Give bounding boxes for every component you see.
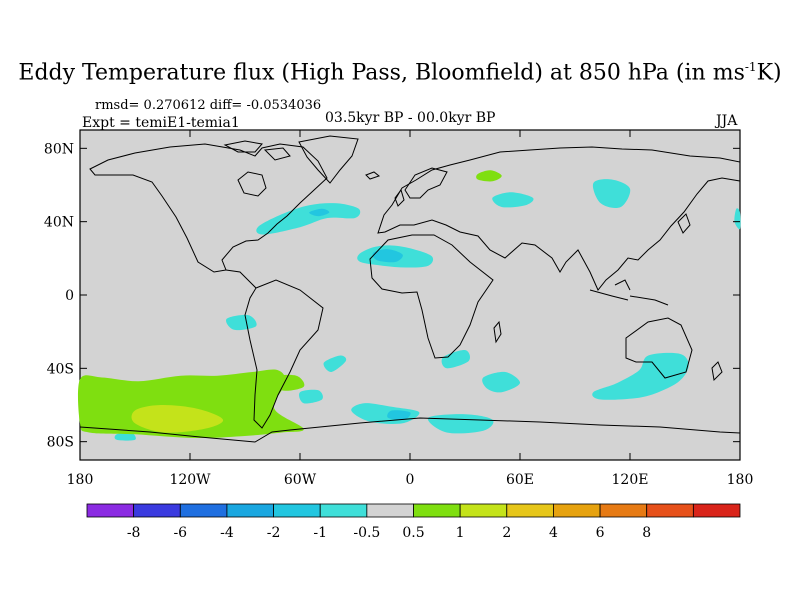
- colorbar-label: -0.5: [353, 525, 380, 541]
- colorbar-swatch: [413, 503, 461, 518]
- colorbar-swatch: [179, 503, 228, 518]
- contour-region-south-africa-negative: [441, 349, 471, 369]
- colorbar-swatch: [226, 503, 274, 518]
- contour-region-central-asia-negative: [592, 179, 631, 209]
- colorbar-label: -1: [313, 525, 327, 541]
- contour-region-east-pacific-negative: [226, 314, 257, 331]
- colorbar-label: 6: [596, 525, 605, 541]
- contour-region-ross-negative: [114, 432, 136, 441]
- contour-region-north-atlantic-core: [309, 208, 330, 217]
- colorbar-label: 2: [502, 525, 511, 541]
- contour-region-australia-negative: [592, 352, 689, 400]
- colorbar-label: -2: [267, 525, 281, 541]
- colorbar-swatch: [599, 503, 648, 518]
- colorbar-label: 0.5: [402, 525, 424, 541]
- colorbar-label: -4: [220, 525, 234, 541]
- contour-region-cape-horn-negative: [299, 389, 323, 404]
- contour-region-barents-positive: [476, 170, 502, 182]
- lon-label: 120W: [169, 472, 211, 488]
- contour-region-south-indian-negative: [482, 371, 521, 393]
- lat-label: 40S: [47, 361, 74, 377]
- contour-region-north-atlantic-negative: [256, 203, 361, 235]
- lon-label: 180: [67, 472, 94, 488]
- contour-region-south-atlantic-positive: [271, 374, 305, 391]
- contour-region-southern-ocean-core: [387, 410, 411, 421]
- contour-region-north-pacific-negative: [734, 208, 741, 230]
- experiment-label: Expt = temiE1-temia1: [82, 115, 240, 131]
- coastlines: [79, 135, 741, 443]
- colorbar-swatch: [133, 503, 181, 518]
- lon-label: 60E: [506, 472, 534, 488]
- lat-label: 80N: [44, 141, 74, 157]
- period-label: 03.5kyr BP - 00.0kyr BP: [325, 110, 496, 126]
- stats-label: rmsd= 0.270612 diff= -0.0534036: [95, 98, 322, 113]
- lat-label: 40N: [44, 215, 74, 231]
- colorbar-label: -8: [127, 525, 141, 541]
- plot-title: Eddy Temperature flux (High Pass, Bloomf…: [18, 60, 782, 86]
- contour-region-south-pacific-yellow: [131, 404, 224, 433]
- colorbar-swatch: [366, 503, 414, 518]
- lon-label: 0: [406, 472, 415, 488]
- colorbar-swatch: [506, 503, 554, 518]
- contour-region-south-atlantic-negative: [323, 355, 347, 373]
- lon-label: 60W: [284, 472, 317, 488]
- contour-region-west-siberia-negative: [492, 192, 534, 208]
- colorbar-swatch: [692, 503, 741, 518]
- colorbar-swatch: [646, 503, 694, 518]
- colorbar-swatch: [86, 503, 135, 518]
- colorbar-swatch: [273, 503, 321, 518]
- lon-label: 120E: [612, 472, 649, 488]
- colorbar-label: 4: [549, 525, 558, 541]
- colorbar-swatch: [553, 503, 601, 518]
- season-label: JJA: [716, 113, 738, 129]
- colorbar-label: 8: [642, 525, 651, 541]
- lat-label: 0: [65, 288, 74, 304]
- colorbar-label: -6: [173, 525, 187, 541]
- colorbar-swatch: [459, 503, 508, 518]
- contour-region-nw-africa-core: [372, 249, 403, 263]
- lat-label: 80S: [47, 435, 74, 451]
- colorbar-label: 1: [456, 525, 465, 541]
- colorbar-swatch: [319, 503, 368, 518]
- lon-label: 180: [727, 472, 754, 488]
